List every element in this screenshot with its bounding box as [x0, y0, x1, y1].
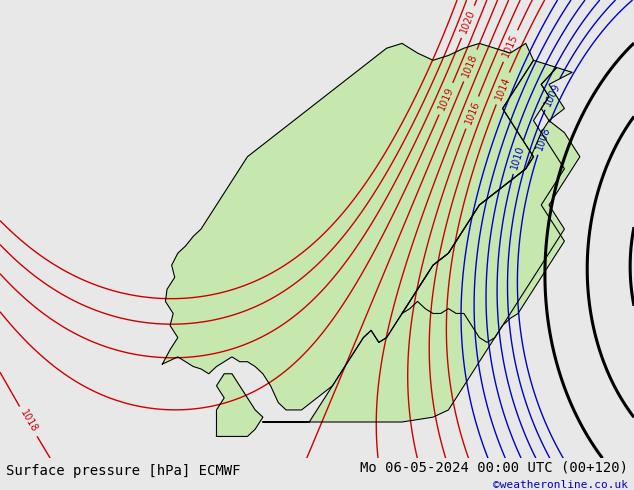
Text: 1009: 1009	[542, 81, 562, 107]
Text: 1016: 1016	[463, 99, 481, 126]
Text: 1019: 1019	[437, 86, 455, 112]
Text: 1010: 1010	[510, 144, 526, 171]
Text: 1020: 1020	[459, 8, 477, 35]
Text: 1015: 1015	[501, 33, 520, 59]
Text: ©weatheronline.co.uk: ©weatheronline.co.uk	[493, 480, 628, 490]
Text: Mo 06-05-2024 00:00 UTC (00+120): Mo 06-05-2024 00:00 UTC (00+120)	[359, 461, 628, 475]
Text: 1014: 1014	[493, 75, 512, 101]
Text: 1018: 1018	[461, 52, 480, 79]
Text: 1008: 1008	[534, 125, 552, 152]
Text: 1018: 1018	[18, 408, 39, 435]
Text: Surface pressure [hPa] ECMWF: Surface pressure [hPa] ECMWF	[6, 464, 241, 478]
